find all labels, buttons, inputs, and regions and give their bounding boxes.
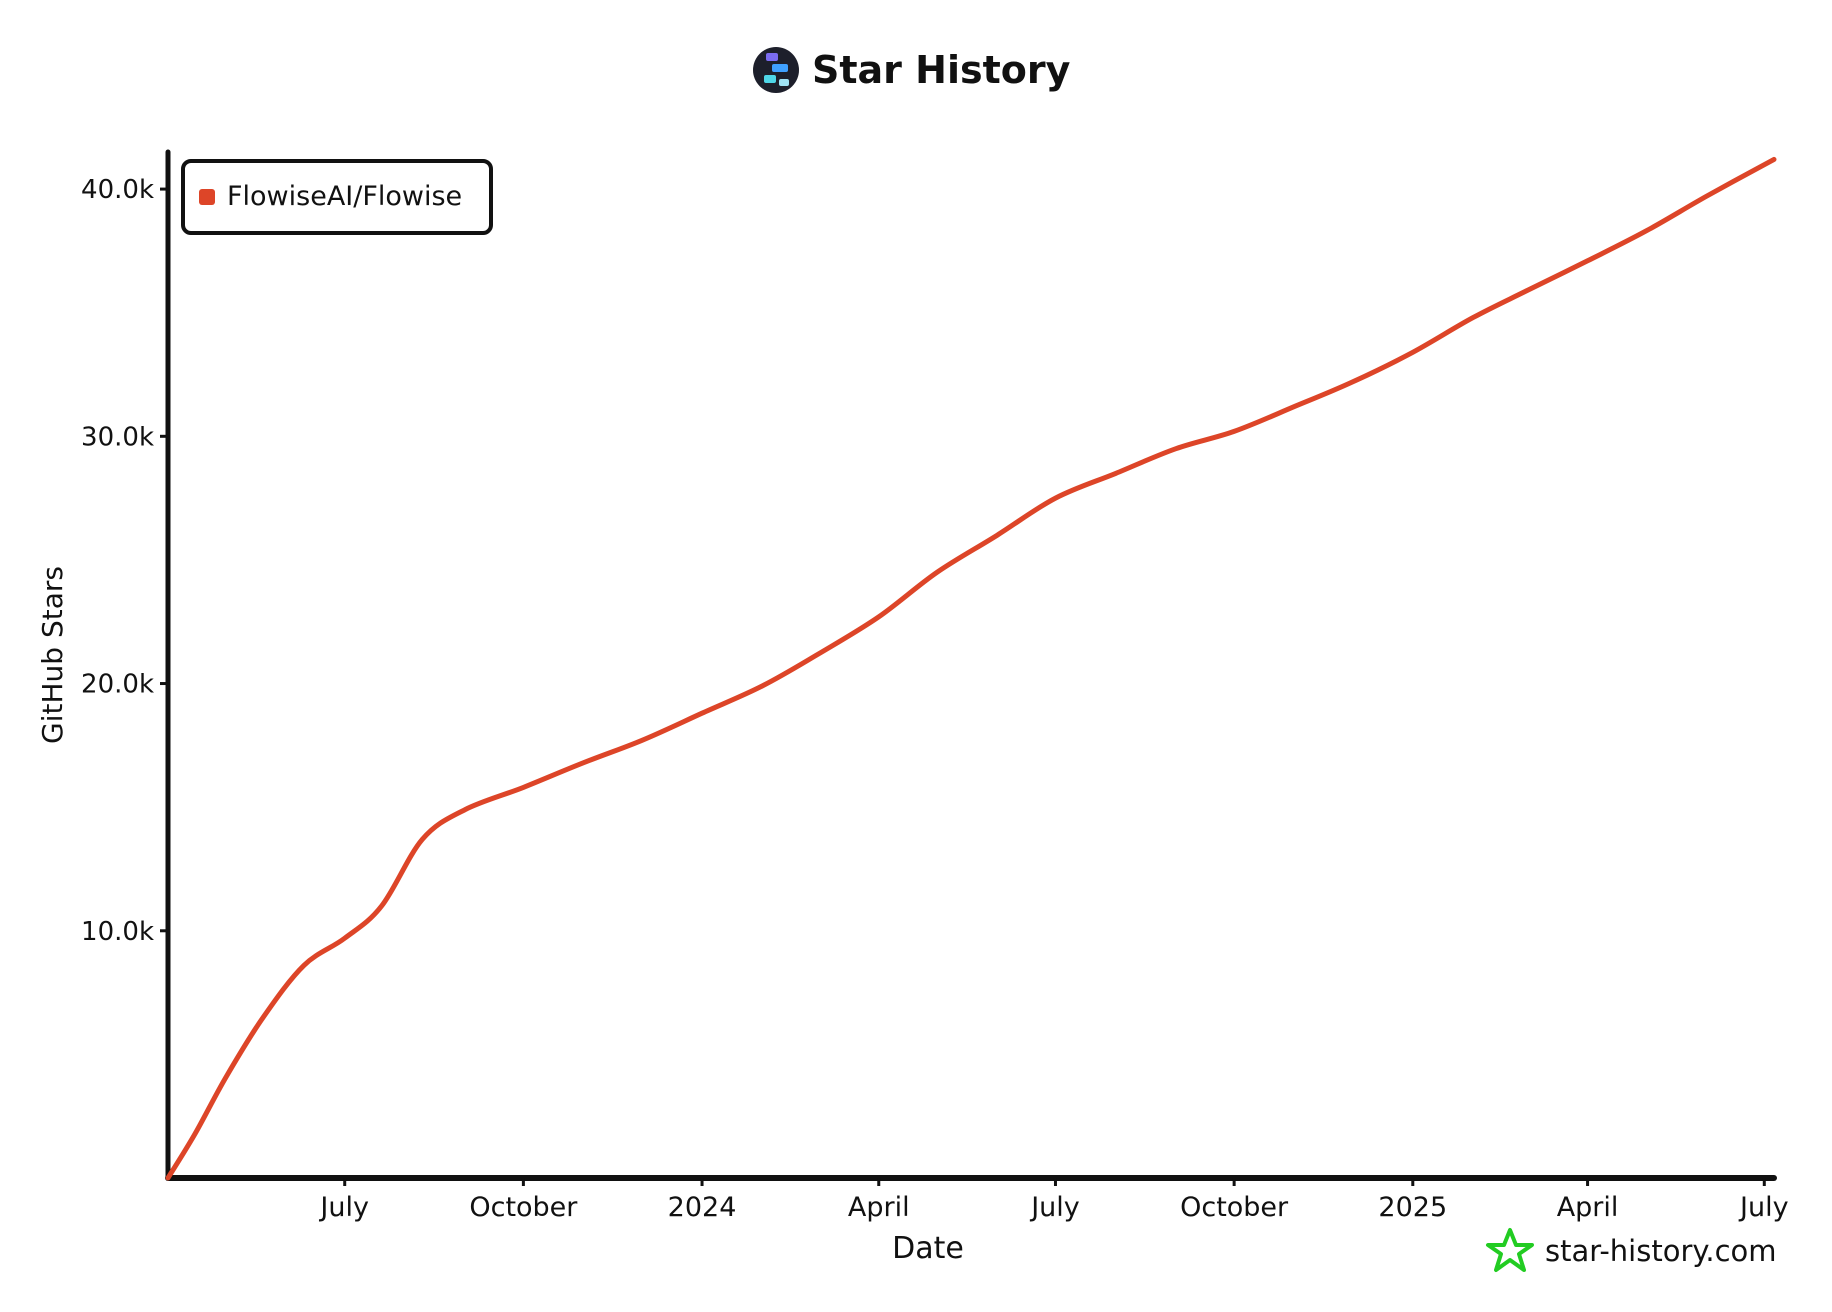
legend-box [181, 159, 493, 235]
y-axis-ticks: 10.0k 20.0k 30.0k 40.0k [81, 175, 168, 947]
legend-swatch [199, 189, 215, 205]
x-tick-label: April [848, 1192, 910, 1223]
watermark-text: star-history.com [1545, 1234, 1777, 1268]
legend: FlowiseAI/Flowise [181, 159, 493, 235]
chart-title: Star History [812, 48, 1071, 92]
y-tick-label: 40.0k [81, 175, 154, 205]
series-group [165, 156, 1777, 1181]
x-tick-label: 2025 [1378, 1192, 1447, 1223]
x-tick-label: July [318, 1192, 369, 1223]
x-tick-label: 2024 [668, 1192, 737, 1223]
y-tick-label: 20.0k [81, 670, 154, 700]
green-star-icon [1486, 1228, 1534, 1272]
x-tick-label: April [1557, 1192, 1619, 1223]
star-history-logo-icon [753, 47, 799, 93]
y-tick-label: 10.0k [81, 917, 154, 947]
x-tick-label: July [1738, 1192, 1789, 1223]
x-axis-title: Date [892, 1231, 964, 1266]
watermark: star-history.com [1486, 1228, 1777, 1272]
series-line-0 [165, 156, 1777, 1181]
y-tick-label: 30.0k [81, 422, 154, 452]
legend-label: FlowiseAI/Flowise [227, 181, 462, 212]
chart-title-group: Star History [753, 47, 1071, 93]
x-axis-ticks: July October 2024 April July October 2025 April… [318, 1178, 1789, 1223]
x-tick-label: July [1029, 1192, 1080, 1223]
x-tick-label: October [469, 1192, 578, 1223]
y-axis-title: GitHub Stars [36, 566, 69, 744]
x-tick-label: October [1180, 1192, 1289, 1223]
